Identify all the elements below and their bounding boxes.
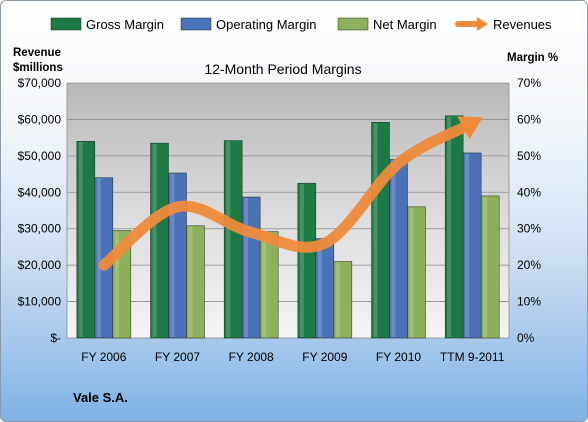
bar-net-margin (333, 261, 353, 339)
bar-highlight (483, 196, 488, 337)
right-tick-label: 20% (517, 258, 541, 272)
bar-highlight (226, 141, 231, 337)
right-axis-label: Margin % (507, 52, 558, 64)
right-tick-label: 40% (517, 185, 541, 199)
left-tick-label: $60,000 (18, 112, 62, 126)
x-tick-label: FY 2008 (229, 350, 274, 364)
legend-swatch-gross-margin (50, 17, 82, 31)
plot-area (67, 83, 509, 338)
legend-arrow-revenues (477, 17, 488, 31)
left-tick-label: $70,000 (18, 76, 62, 90)
left-tick-label: $20,000 (18, 258, 62, 272)
bar-highlight (317, 239, 322, 337)
revenue-line (98, 120, 473, 271)
bar-highlight (78, 142, 83, 337)
legend-label: Operating Margin (216, 17, 316, 32)
right-tick-label: 0% (517, 331, 535, 345)
bar-highlight (447, 116, 452, 338)
bar-highlight (188, 226, 193, 337)
legend-swatch-net-margin (337, 17, 369, 31)
left-axis-label: $millions (13, 62, 63, 74)
left-tick-label: $30,000 (18, 222, 62, 236)
legend-swatch-operating-margin (180, 17, 212, 31)
left-tick-label: $40,000 (18, 185, 62, 199)
left-axis-label: Revenue (13, 47, 61, 59)
chart-title: 12-Month Period Margins (204, 61, 361, 77)
bar-highlight (409, 207, 414, 337)
bar-net-margin (407, 206, 426, 339)
x-tick-label: FY 2010 (376, 350, 421, 364)
legend-label: Gross Margin (86, 17, 164, 32)
right-tick-label: 60% (517, 112, 541, 126)
x-tick-label: FY 2007 (155, 350, 200, 364)
x-tick-label: TTM 9-2011 (440, 350, 505, 364)
left-tick-label: $- (50, 331, 61, 345)
bar-highlight (465, 153, 470, 337)
bar-highlight (373, 123, 378, 337)
bar-highlight (152, 144, 157, 337)
company-label: Vale S.A. (73, 390, 128, 405)
bar-net-margin (186, 225, 205, 339)
x-tick-label: FY 2006 (81, 350, 126, 364)
bar-highlight (299, 184, 304, 337)
bar-highlight (262, 232, 267, 337)
right-tick-label: 70% (517, 76, 541, 90)
bar-highlight (114, 231, 119, 337)
right-tick-label: 30% (517, 222, 541, 236)
bar-highlight (391, 160, 396, 337)
bar-highlight (96, 178, 101, 337)
left-tick-label: $10,000 (18, 295, 62, 309)
bar-highlight (170, 173, 175, 337)
bar-highlight (335, 262, 340, 337)
revenue-arrowhead (457, 116, 483, 140)
legend-label: Net Margin (373, 17, 437, 32)
right-tick-label: 10% (517, 295, 541, 309)
x-tick-label: FY 2009 (302, 350, 347, 364)
bar-net-margin (259, 231, 279, 339)
legend-label: Revenues (493, 17, 552, 32)
bar-net-margin (480, 195, 500, 339)
left-tick-label: $50,000 (18, 149, 62, 163)
bar-highlight (244, 198, 249, 337)
right-tick-label: 50% (517, 149, 541, 163)
